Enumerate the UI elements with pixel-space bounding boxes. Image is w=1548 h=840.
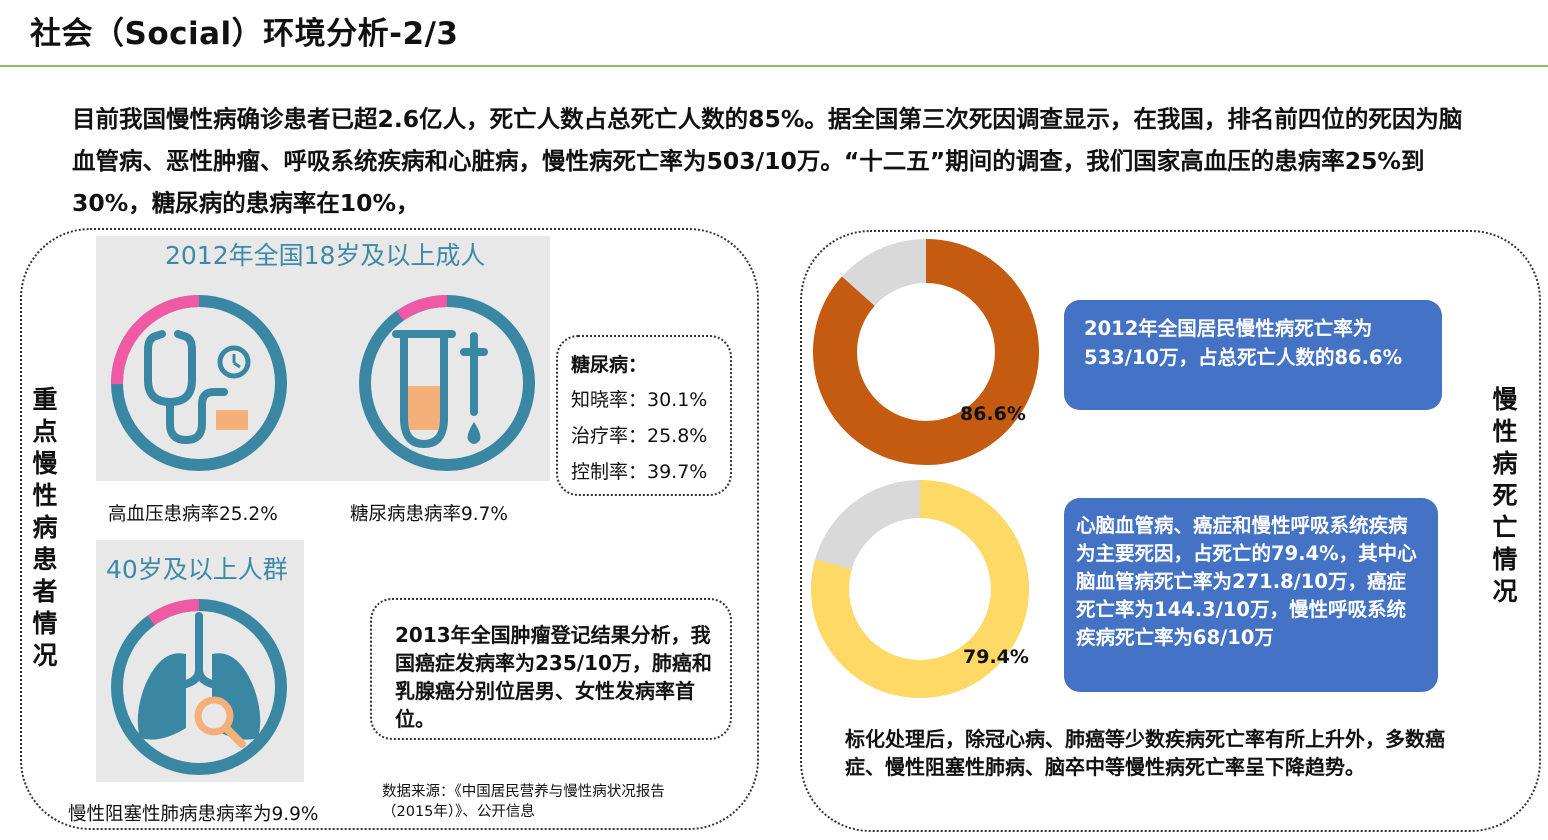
donut2-percent-label: 79.4% (963, 646, 1029, 668)
donut-main-causes-share (811, 480, 1029, 698)
standardized-trend-note: 标化处理后，除冠心病、肺癌等少数疾病死亡率有所上升外，多数癌症、慢性阻塞性肺病、… (845, 727, 1445, 779)
magnifier-handle (222, 724, 246, 748)
copd-gauge (111, 599, 287, 775)
test-tube-liquid (408, 386, 440, 430)
tumor-note-box (370, 598, 732, 740)
intro-paragraph: 目前我国慢性病确诊患者已超2.6亿人，死亡人数占总死亡人数的85%。据全国第三次… (72, 105, 1463, 217)
donut-main-slice (813, 239, 1039, 465)
hypertension-gauge (111, 295, 287, 471)
diabetes-caption: 糖尿病患病率9.7% (350, 504, 509, 525)
copd-caption: 慢性阻塞性肺病患病率为9.9% (68, 804, 319, 825)
donut1-percent-label: 86.6% (960, 403, 1026, 425)
right-vertical-label: 慢性病死亡情况 (1492, 385, 1518, 606)
donut-chronic-death-share (813, 239, 1039, 465)
hypertension-caption: 高血压患病率25.2% (108, 504, 278, 525)
chronic-deaths-panel (800, 230, 1541, 832)
clock-icon (217, 345, 251, 379)
tumor-note-text: 2013年全国肿瘤登记结果分析，我国癌症发病率为235/10万，肺癌和乳腺癌分别… (395, 623, 712, 731)
age40-group-title: 40岁及以上人群 (106, 555, 288, 584)
clock-hands (232, 354, 241, 369)
blood-pressure-cuff-icon (216, 410, 248, 430)
magnifier-icon (194, 696, 234, 736)
data-source-note: 数据来源：《中国居民营养与慢性病状况报告（2015年）》、公开信息 (382, 784, 665, 820)
diabetes-control-rate: 控制率：39.7% (571, 461, 708, 483)
adult-group-title: 2012年全国18岁及以上成人 (165, 241, 486, 270)
test-tube-icon (392, 330, 456, 449)
chronic-patients-panel (20, 228, 759, 830)
main-causes-callout: 心脑血管病、癌症和慢性呼吸系统疾病为主要死因，占死亡的79.4%，其中心脑血管病… (1064, 498, 1438, 692)
diabetes-treatment-rate: 治疗率：25.8% (571, 425, 708, 447)
dropper-icon (460, 332, 488, 416)
diabetes-stats-box (556, 335, 732, 496)
title-divider (0, 65, 1548, 67)
diabetes-awareness-rate: 知晓率：30.1% (571, 389, 708, 411)
diabetes-gauge (359, 295, 535, 471)
trachea-icon (182, 612, 216, 688)
gauge-highlight (359, 295, 535, 471)
drop-icon (467, 422, 481, 444)
chronic-death-rate-callout: 2012年全国居民慢性病死亡率为533/10万，占总死亡人数的86.6% (1064, 300, 1442, 410)
stethoscope-icon (144, 330, 228, 445)
diabetes-stats-title: 糖尿病： (571, 354, 648, 376)
left-vertical-label: 重点慢性病患者情况 (32, 385, 58, 670)
slide-title: 社会（Social）环境分析-2/3 (30, 16, 459, 52)
gauge-highlight (111, 599, 287, 775)
donut-main-slice (811, 480, 1029, 698)
